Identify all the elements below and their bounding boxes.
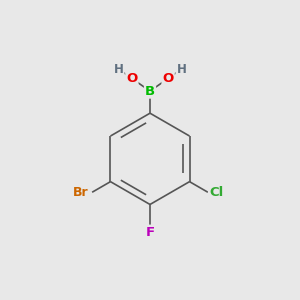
Text: B: B xyxy=(145,85,155,98)
Text: H: H xyxy=(114,63,124,76)
Text: H: H xyxy=(176,63,186,76)
Text: F: F xyxy=(146,226,154,239)
Text: O: O xyxy=(163,72,174,85)
Text: Cl: Cl xyxy=(209,186,223,199)
Text: O: O xyxy=(126,72,137,85)
Text: Br: Br xyxy=(73,186,89,199)
